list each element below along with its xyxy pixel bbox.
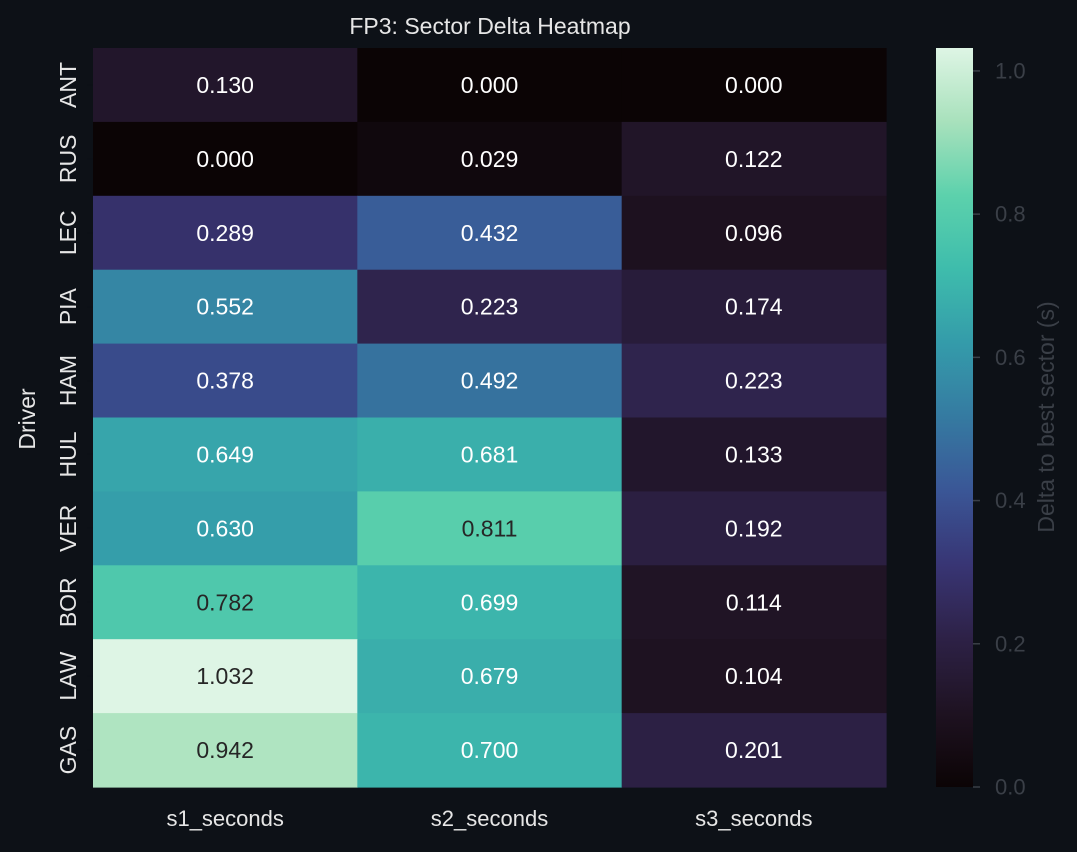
colorbar-tick-label: 0.0: [995, 775, 1026, 800]
heatmap-cell-label: 0.029: [461, 146, 519, 172]
row-tick-label: HUL: [55, 431, 81, 477]
row-tick-label: VER: [55, 505, 81, 552]
heatmap-cell: [357, 343, 623, 419]
heatmap-cell-label: 0.104: [725, 663, 783, 689]
heatmap-cell: [357, 417, 623, 492]
heatmap-cell: [621, 195, 887, 271]
heatmap-cell: [621, 491, 887, 566]
heatmap-cell-label: 0.133: [725, 441, 783, 467]
heatmap-cell-label: 0.681: [461, 441, 519, 467]
colorbar-ticks: 0.0 0.2 0.4 0.6 0.8 1.0: [973, 58, 1026, 800]
heatmap-cell: [93, 48, 358, 123]
heatmap-cell: [357, 639, 623, 714]
heatmap-cell-label: 0.096: [725, 220, 783, 246]
heatmap-cell: [93, 417, 358, 492]
column-tick-labels: s1_seconds s2_seconds s3_seconds: [166, 806, 812, 831]
colorbar-tick-label: 0.6: [995, 345, 1026, 370]
colorbar-tick-label: 0.4: [995, 488, 1026, 513]
colorbar-tick-label: 0.8: [995, 202, 1026, 227]
heatmap-cell-label: 0.174: [725, 294, 783, 320]
heatmap-cell: [93, 195, 358, 271]
row-tick-label: ANT: [55, 62, 81, 108]
heatmap-cell: [93, 343, 358, 419]
heatmap-cell-label: 0.201: [725, 737, 783, 763]
heatmap-cell: [621, 343, 887, 419]
colorbar: 0.0 0.2 0.4 0.6 0.8 1.0 Delta to best sector …: [936, 48, 1059, 800]
heatmap-cell: [93, 269, 358, 345]
heatmap-cell: [621, 639, 887, 714]
row-tick-label: RUS: [55, 135, 81, 184]
heatmap-cell: [93, 121, 358, 197]
heatmap-cell-label: 0.000: [196, 146, 254, 172]
heatmap-cell: [357, 195, 623, 271]
heatmap-cell: [621, 121, 887, 197]
heatmap-cell-label: 0.000: [461, 72, 519, 98]
heatmap-cell: [621, 48, 887, 123]
row-tick-label: GAS: [55, 726, 81, 775]
row-tick-label: LAW: [55, 651, 81, 700]
heatmap-cell-label: 0.432: [461, 220, 519, 246]
heatmap-cell: [93, 491, 358, 566]
heatmap-cell-label: 0.630: [196, 515, 254, 541]
heatmap-cell-label: 1.032: [196, 663, 254, 689]
heatmap-cell: [621, 269, 887, 345]
heatmap-cell: [621, 565, 887, 640]
column-tick-label: s3_seconds: [695, 806, 812, 831]
colorbar-label: Delta to best sector (s): [1033, 301, 1059, 532]
chart-title: FP3: Sector Delta Heatmap: [349, 13, 630, 39]
heatmap-cell-label: 0.782: [196, 589, 254, 615]
heatmap-cell-label: 0.000: [725, 72, 783, 98]
row-tick-label: PIA: [55, 287, 81, 325]
heatmap-cell: [93, 713, 358, 788]
heatmap-cell-label: 0.378: [196, 368, 254, 394]
row-tick-label: BOR: [55, 577, 81, 627]
heatmap-cell: [357, 491, 623, 566]
heatmap-cell: [93, 565, 358, 640]
heatmap-cell: [357, 48, 623, 123]
heatmap-cell-label: 0.223: [461, 294, 519, 320]
heatmap-cell-label: 0.942: [196, 737, 254, 763]
heatmap-cell: [357, 121, 623, 197]
heatmap-cell-label: 0.130: [196, 72, 254, 98]
heatmap-cell: [357, 713, 623, 788]
row-tick-label: LEC: [55, 210, 81, 255]
heatmap-cell-label: 0.700: [461, 737, 519, 763]
heatmap-cell: [357, 269, 623, 345]
colorbar-tick-label: 0.2: [995, 631, 1026, 656]
heatmap-cell-label: 0.649: [196, 441, 254, 467]
heatmap-cell-label: 0.122: [725, 146, 783, 172]
column-tick-label: s2_seconds: [431, 806, 548, 831]
heatmap-cell: [621, 713, 887, 788]
row-tick-labels: ANT RUS LEC PIA HAM HUL VER BOR LAW GAS: [55, 62, 93, 774]
heatmap-cell-label: 0.289: [196, 220, 254, 246]
colorbar-gradient-bar: [936, 48, 973, 787]
heatmap-cell-label: 0.699: [461, 589, 519, 615]
y-axis-label: Driver: [14, 388, 40, 450]
heatmap-cell-label: 0.192: [725, 515, 783, 541]
row-tick-label: HAM: [55, 355, 81, 406]
heatmap-cell-label: 0.492: [461, 368, 519, 394]
heatmap-cell-label: 0.114: [726, 589, 782, 615]
heatmap-cell-label: 0.223: [725, 368, 783, 394]
heatmap-cell-label: 0.679: [461, 663, 519, 689]
heatmap-cell-label: 0.552: [196, 294, 254, 320]
heatmap-cell-label: 0.811: [462, 515, 518, 541]
heatmap-cells: 0.130 0.000 0.000 0.000 0.029 0.122 0.289 0.432…: [93, 48, 887, 788]
colorbar-tick-label: 1.0: [995, 58, 1026, 83]
heatmap-cell: [93, 639, 358, 714]
heatmap-cell: [357, 565, 623, 640]
column-tick-label: s1_seconds: [166, 806, 283, 831]
heatmap-cell: [621, 417, 887, 492]
